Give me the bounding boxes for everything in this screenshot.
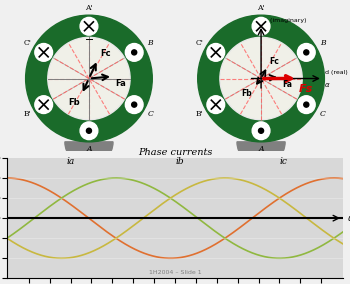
Text: Fb: Fb xyxy=(68,98,79,107)
Circle shape xyxy=(80,122,98,140)
Text: B': B' xyxy=(24,110,32,118)
Text: B: B xyxy=(148,39,153,47)
Circle shape xyxy=(49,39,129,118)
Text: C: C xyxy=(147,110,153,118)
Circle shape xyxy=(208,45,223,60)
Text: 1H2004 – Slide 1: 1H2004 – Slide 1 xyxy=(149,270,201,275)
Circle shape xyxy=(36,45,51,60)
Circle shape xyxy=(304,102,309,107)
Text: α: α xyxy=(325,82,329,88)
Circle shape xyxy=(35,43,52,61)
Wedge shape xyxy=(65,142,113,166)
Text: Fb: Fb xyxy=(241,89,252,98)
Circle shape xyxy=(132,50,137,55)
Circle shape xyxy=(253,19,269,34)
Text: Fc: Fc xyxy=(270,57,279,66)
Text: Fs: Fs xyxy=(299,83,313,93)
Circle shape xyxy=(125,43,143,61)
Circle shape xyxy=(220,37,302,120)
Circle shape xyxy=(127,97,142,112)
Text: ic: ic xyxy=(280,157,288,166)
Text: ib: ib xyxy=(175,157,184,166)
Circle shape xyxy=(125,96,143,114)
Text: B': B' xyxy=(196,110,203,118)
Circle shape xyxy=(81,123,97,138)
Circle shape xyxy=(299,97,314,112)
Text: A': A' xyxy=(85,4,93,12)
Circle shape xyxy=(26,15,152,142)
Circle shape xyxy=(253,123,269,138)
Text: C: C xyxy=(320,110,326,118)
Text: A: A xyxy=(86,145,92,153)
Text: Fa: Fa xyxy=(116,79,126,88)
Circle shape xyxy=(208,97,223,112)
Text: B: B xyxy=(320,39,325,47)
Circle shape xyxy=(127,45,142,60)
Circle shape xyxy=(48,37,130,120)
Text: A': A' xyxy=(257,4,265,12)
Circle shape xyxy=(35,96,52,114)
Text: C': C' xyxy=(23,39,32,47)
Text: A: A xyxy=(258,145,264,153)
Circle shape xyxy=(207,96,225,114)
Text: ωt: ωt xyxy=(348,214,350,223)
Title: Phase currents: Phase currents xyxy=(138,148,212,157)
Circle shape xyxy=(86,128,91,133)
Circle shape xyxy=(298,96,315,114)
Circle shape xyxy=(252,17,270,35)
Circle shape xyxy=(132,102,137,107)
Circle shape xyxy=(221,39,301,118)
Text: d (real): d (real) xyxy=(325,70,348,75)
Text: ia: ia xyxy=(66,157,75,166)
Circle shape xyxy=(304,50,309,55)
Text: q (imaginary): q (imaginary) xyxy=(264,18,307,23)
Circle shape xyxy=(259,128,264,133)
Text: Fc: Fc xyxy=(100,49,111,58)
Wedge shape xyxy=(237,142,285,166)
Circle shape xyxy=(81,19,97,34)
Circle shape xyxy=(36,97,51,112)
Circle shape xyxy=(298,43,315,61)
Text: Fa: Fa xyxy=(282,80,292,89)
Circle shape xyxy=(299,45,314,60)
Circle shape xyxy=(80,17,98,35)
Circle shape xyxy=(252,122,270,140)
Circle shape xyxy=(198,15,324,142)
Circle shape xyxy=(207,43,225,61)
Text: C': C' xyxy=(196,39,204,47)
